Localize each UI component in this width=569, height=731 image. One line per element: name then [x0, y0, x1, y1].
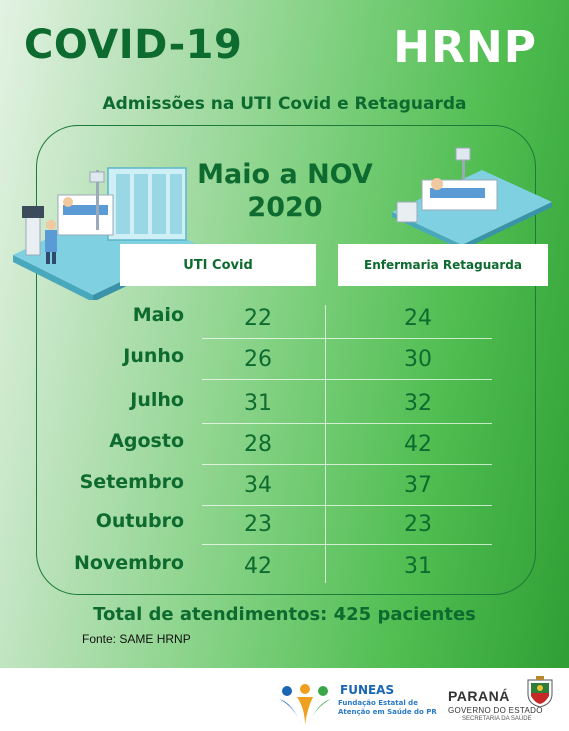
row-enf-value: 31 — [404, 554, 432, 579]
row-enf-value: 24 — [404, 306, 432, 331]
row-month: Junho — [123, 345, 184, 367]
funeas-description: Fundação Estatal de Atenção em Saúde do … — [338, 699, 437, 716]
column-header-uti-covid: UTI Covid — [120, 244, 316, 286]
row-uti-value: 23 — [244, 512, 272, 537]
table-row: Agosto 28 42 — [0, 430, 569, 470]
row-uti-value: 34 — [244, 473, 272, 498]
row-enf-value: 30 — [404, 347, 432, 372]
column-header-enfermaria: Enfermaria Retaguarda — [338, 244, 548, 286]
table-row: Outubro 23 23 — [0, 510, 569, 550]
period-heading: Maio a NOV 2020 — [190, 158, 380, 224]
row-divider — [202, 464, 492, 465]
table-row: Novembro 42 31 — [0, 552, 569, 592]
row-uti-value: 26 — [244, 347, 272, 372]
table-row: Junho 26 30 — [0, 345, 569, 385]
row-enf-value: 37 — [404, 473, 432, 498]
parana-government: GOVERNO DO ESTADO — [448, 706, 543, 715]
row-enf-value: 23 — [404, 512, 432, 537]
row-month: Outubro — [95, 510, 184, 532]
period-year: 2020 — [247, 192, 323, 223]
table-row: Maio 22 24 — [0, 304, 569, 344]
poster-title-covid: COVID-19 — [24, 22, 243, 68]
row-month: Agosto — [109, 430, 184, 452]
row-divider — [202, 544, 492, 545]
row-month: Julho — [130, 389, 184, 411]
icu-room-illustration — [13, 167, 198, 300]
row-enf-value: 32 — [404, 391, 432, 416]
row-uti-value: 42 — [244, 554, 272, 579]
parana-crest-icon — [527, 676, 553, 708]
poster-title-hrnp: HRNP — [393, 22, 537, 73]
poster: COVID-19 HRNP Admissões na UTI Covid e R… — [0, 0, 569, 668]
row-uti-value: 28 — [244, 432, 272, 457]
row-divider — [202, 338, 492, 339]
table-frame — [36, 125, 536, 595]
column-divider — [325, 305, 326, 583]
ward-bed-illustration — [392, 147, 552, 250]
funeas-name: FUNEAS — [340, 683, 395, 697]
row-month: Setembro — [79, 471, 184, 493]
row-divider — [202, 423, 492, 424]
row-divider — [202, 379, 492, 380]
row-uti-value: 31 — [244, 391, 272, 416]
funeas-logo-icon — [279, 684, 331, 725]
row-uti-value: 22 — [244, 306, 272, 331]
total-summary: Total de atendimentos: 425 pacientes — [93, 604, 476, 625]
row-month: Maio — [132, 304, 184, 326]
row-month: Novembro — [73, 552, 184, 574]
footer — [0, 668, 569, 731]
row-divider — [202, 505, 492, 506]
period-months: Maio a NOV — [197, 159, 373, 190]
poster-subtitle: Admissões na UTI Covid e Retaguarda — [102, 94, 467, 114]
table-row: Setembro 34 37 — [0, 471, 569, 511]
parana-name: PARANÁ — [448, 688, 510, 704]
source-note: Fonte: SAME HRNP — [82, 632, 191, 646]
row-enf-value: 42 — [404, 432, 432, 457]
parana-secretariat: SECRETARIA DA SAÚDE — [462, 716, 532, 722]
table-row: Julho 31 32 — [0, 389, 569, 429]
